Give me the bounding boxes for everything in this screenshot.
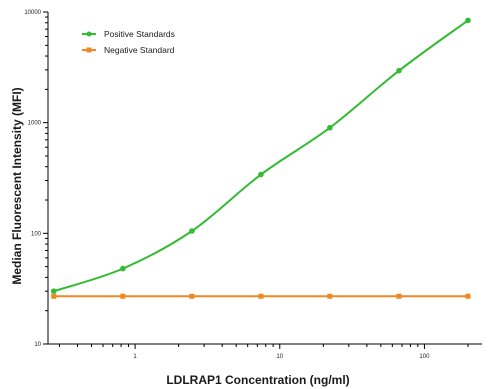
- legend-swatch-marker: [86, 31, 92, 37]
- data-point: [327, 293, 333, 299]
- legend-swatch-marker: [86, 47, 92, 53]
- x-tick-label: 1: [133, 354, 137, 360]
- y-tick-label: 1000: [28, 121, 42, 127]
- y-axis-label: Median Fluorescent Intensity (MFI): [10, 87, 24, 284]
- data-point: [258, 293, 264, 299]
- x-tick-label: 10: [276, 354, 283, 360]
- series-layer: [50, 17, 471, 299]
- data-point: [189, 228, 195, 234]
- data-point: [396, 67, 402, 74]
- y-tick-label: 10000: [24, 10, 41, 16]
- series-1: [50, 17, 471, 294]
- series-2: [51, 293, 471, 299]
- legend-entry: Positive Standards: [82, 29, 175, 39]
- series-fit-curve: [53, 19, 469, 293]
- y-tick-label: 100: [31, 231, 42, 237]
- data-point: [396, 293, 402, 299]
- legend: Positive Standards Negative Standard: [82, 29, 175, 55]
- data-point: [258, 171, 264, 178]
- data-point: [465, 17, 471, 24]
- x-axis-label: LDLRAP1 Concentration (ng/ml): [166, 373, 349, 387]
- data-point: [50, 288, 57, 294]
- data-point: [120, 293, 126, 299]
- data-point: [51, 293, 57, 299]
- x-tick-label: 100: [419, 354, 430, 360]
- x-ticks: 1 10 100: [58, 344, 469, 360]
- y-ticks: 10 100 1000 10000: [24, 10, 48, 348]
- data-point: [327, 124, 333, 131]
- y-tick-label: 10: [34, 342, 41, 348]
- data-point: [465, 293, 471, 299]
- legend-label: Positive Standards: [104, 29, 175, 39]
- axes: [47, 12, 482, 345]
- data-point: [120, 265, 126, 272]
- legend-label: Negative Standard: [104, 45, 175, 55]
- data-point: [189, 293, 195, 299]
- legend-entry: Negative Standard: [82, 45, 175, 55]
